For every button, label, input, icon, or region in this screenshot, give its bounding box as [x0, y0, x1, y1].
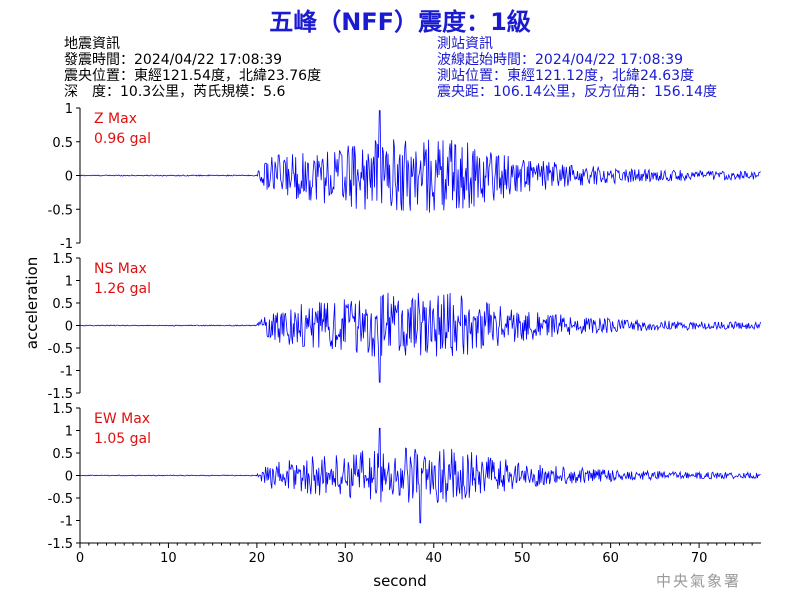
organization-watermark: 中央氣象署 [656, 572, 742, 590]
wave-start-time: 波線起始時間：2024/04/22 17:08:39 [437, 52, 684, 68]
y-axis-label: acceleration [23, 257, 41, 349]
station-location: 測站位置：東經121.12度，北緯24.63度 [437, 68, 695, 84]
trace-z [79, 110, 761, 213]
x-tick-label: 20 [249, 551, 266, 566]
x-tick-label: 0 [76, 551, 84, 566]
x-tick-label: 30 [337, 551, 354, 566]
station-info: 測站資訊 波線起始時間：2024/04/22 17:08:39 測站位置：東經1… [437, 36, 717, 100]
y-tick-label-ew: 0.5 [52, 447, 73, 462]
max-label-ew: EW Max [94, 411, 150, 427]
y-tick-label-ns: -0.5 [48, 342, 73, 357]
max-value-ew: 1.05 gal [94, 431, 151, 447]
y-tick-label-ns: 1.5 [52, 252, 73, 267]
y-tick-label-ew: 0 [65, 470, 73, 485]
y-tick-label-z: 0.5 [52, 136, 73, 151]
distance-azimuth: 震央距：106.14公里，反方位角：156.14度 [437, 84, 717, 100]
station-info-heading: 測站資訊 [437, 36, 493, 52]
y-tick-label-z: 1 [65, 102, 73, 117]
y-tick-label-ns: -1 [60, 365, 73, 380]
y-tick-label-ew: 1 [65, 425, 73, 440]
y-tick-label-ns: -1.5 [48, 387, 73, 402]
y-tick-label-ew: -1 [60, 515, 73, 530]
epicenter: 震央位置：東經121.54度，北緯23.76度 [64, 68, 322, 84]
y-tick-label-ns: 1 [65, 275, 73, 290]
max-value-z: 0.96 gal [94, 131, 151, 147]
y-tick-label-z: 0 [65, 170, 73, 185]
y-tick-label-ns: 0 [65, 320, 73, 335]
x-tick-label: 40 [425, 551, 442, 566]
y-tick-label-ew: -0.5 [48, 492, 73, 507]
y-tick-label-ew: -1.5 [48, 537, 73, 552]
earthquake-info: 地震資訊 發震時間：2024/04/22 17:08:39 震央位置：東經121… [64, 36, 321, 100]
y-tick-label-ew: 1.5 [52, 402, 73, 417]
origin-time: 發震時間：2024/04/22 17:08:39 [64, 52, 283, 68]
x-tick-label: 70 [691, 551, 708, 566]
max-label-z: Z Max [94, 111, 137, 127]
max-value-ns: 1.26 gal [94, 281, 151, 297]
depth-magnitude: 深 度：10.3公里，芮氏規模：5.6 [64, 84, 286, 100]
max-label-ns: NS Max [94, 261, 147, 277]
page-title: 五峰（NFF）震度：1級 [269, 8, 531, 36]
x-tick-label: 60 [602, 551, 619, 566]
y-tick-label-z: -0.5 [48, 203, 73, 218]
y-tick-label-ns: 0.5 [52, 297, 73, 312]
trace-ns [79, 292, 761, 383]
earthquake-info-heading: 地震資訊 [64, 36, 120, 52]
x-tick-label: 50 [514, 551, 531, 566]
trace-ew [79, 427, 761, 524]
x-axis-label: second [373, 572, 427, 590]
x-tick-label: 10 [160, 551, 177, 566]
y-tick-label-z: -1 [60, 237, 73, 252]
